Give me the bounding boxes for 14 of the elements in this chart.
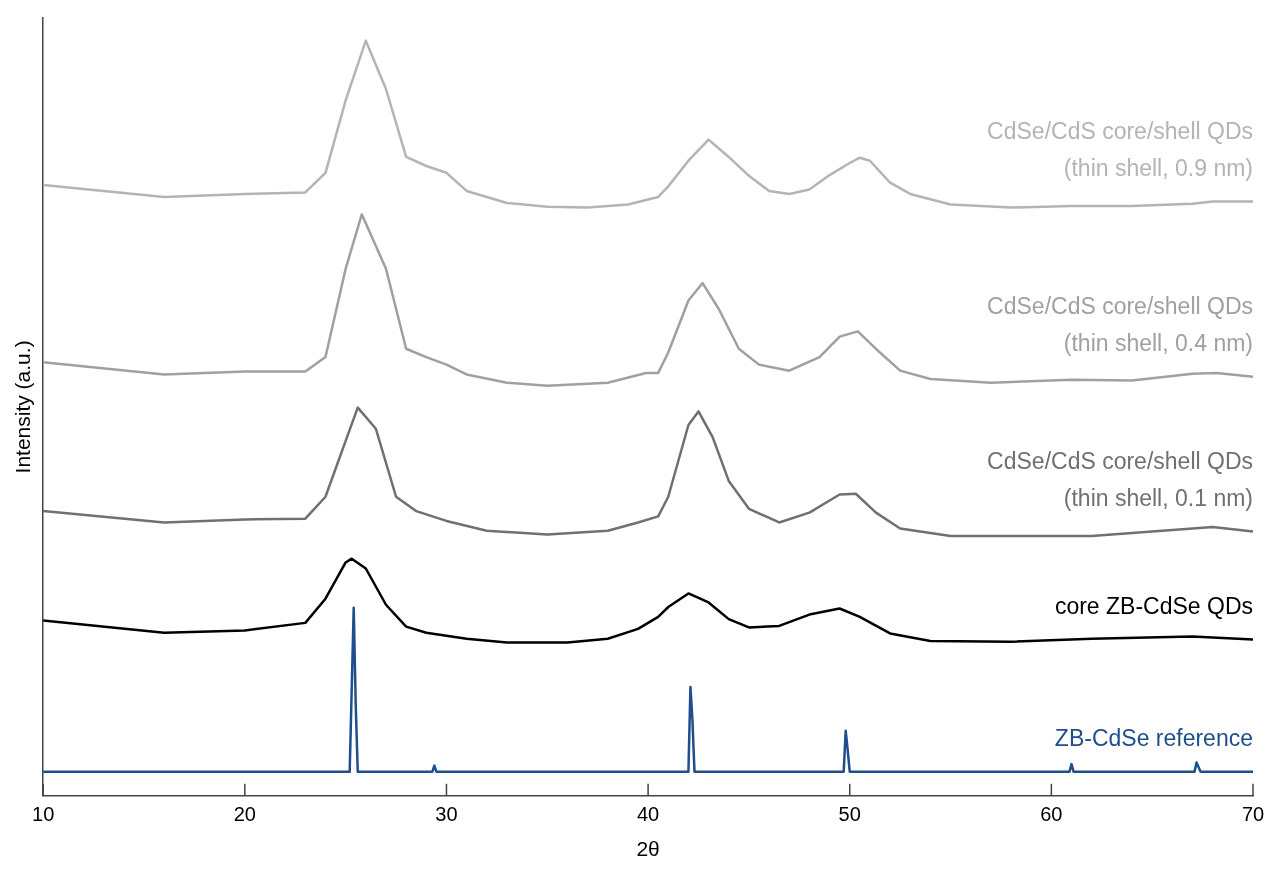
- x-tick-label: 70: [1241, 803, 1265, 826]
- x-tick-label: 50: [838, 803, 861, 826]
- y-axis-title: Intensity (a.u.): [11, 340, 35, 474]
- x-tick-label: 60: [1040, 803, 1063, 826]
- series-label: CdSe/CdS core/shell QDs (thin shell, 0.9 nm): [987, 117, 1253, 181]
- series-label: CdSe/CdS core/shell QDs (thin shell, 0.1 nm): [987, 447, 1253, 511]
- series-label: CdSe/CdS core/shell QDs (thin shell, 0.4 nm): [987, 293, 1253, 357]
- series-label: core ZB-CdSe QDs: [1054, 592, 1253, 619]
- series-label: ZB-CdSe reference: [1054, 724, 1253, 751]
- x-tick-label: 30: [435, 803, 458, 826]
- x-axis-title: 2θ: [636, 837, 660, 861]
- x-tick-label: 20: [233, 803, 256, 826]
- x-tick-label: 10: [32, 803, 55, 826]
- x-tick-label: 40: [636, 803, 660, 826]
